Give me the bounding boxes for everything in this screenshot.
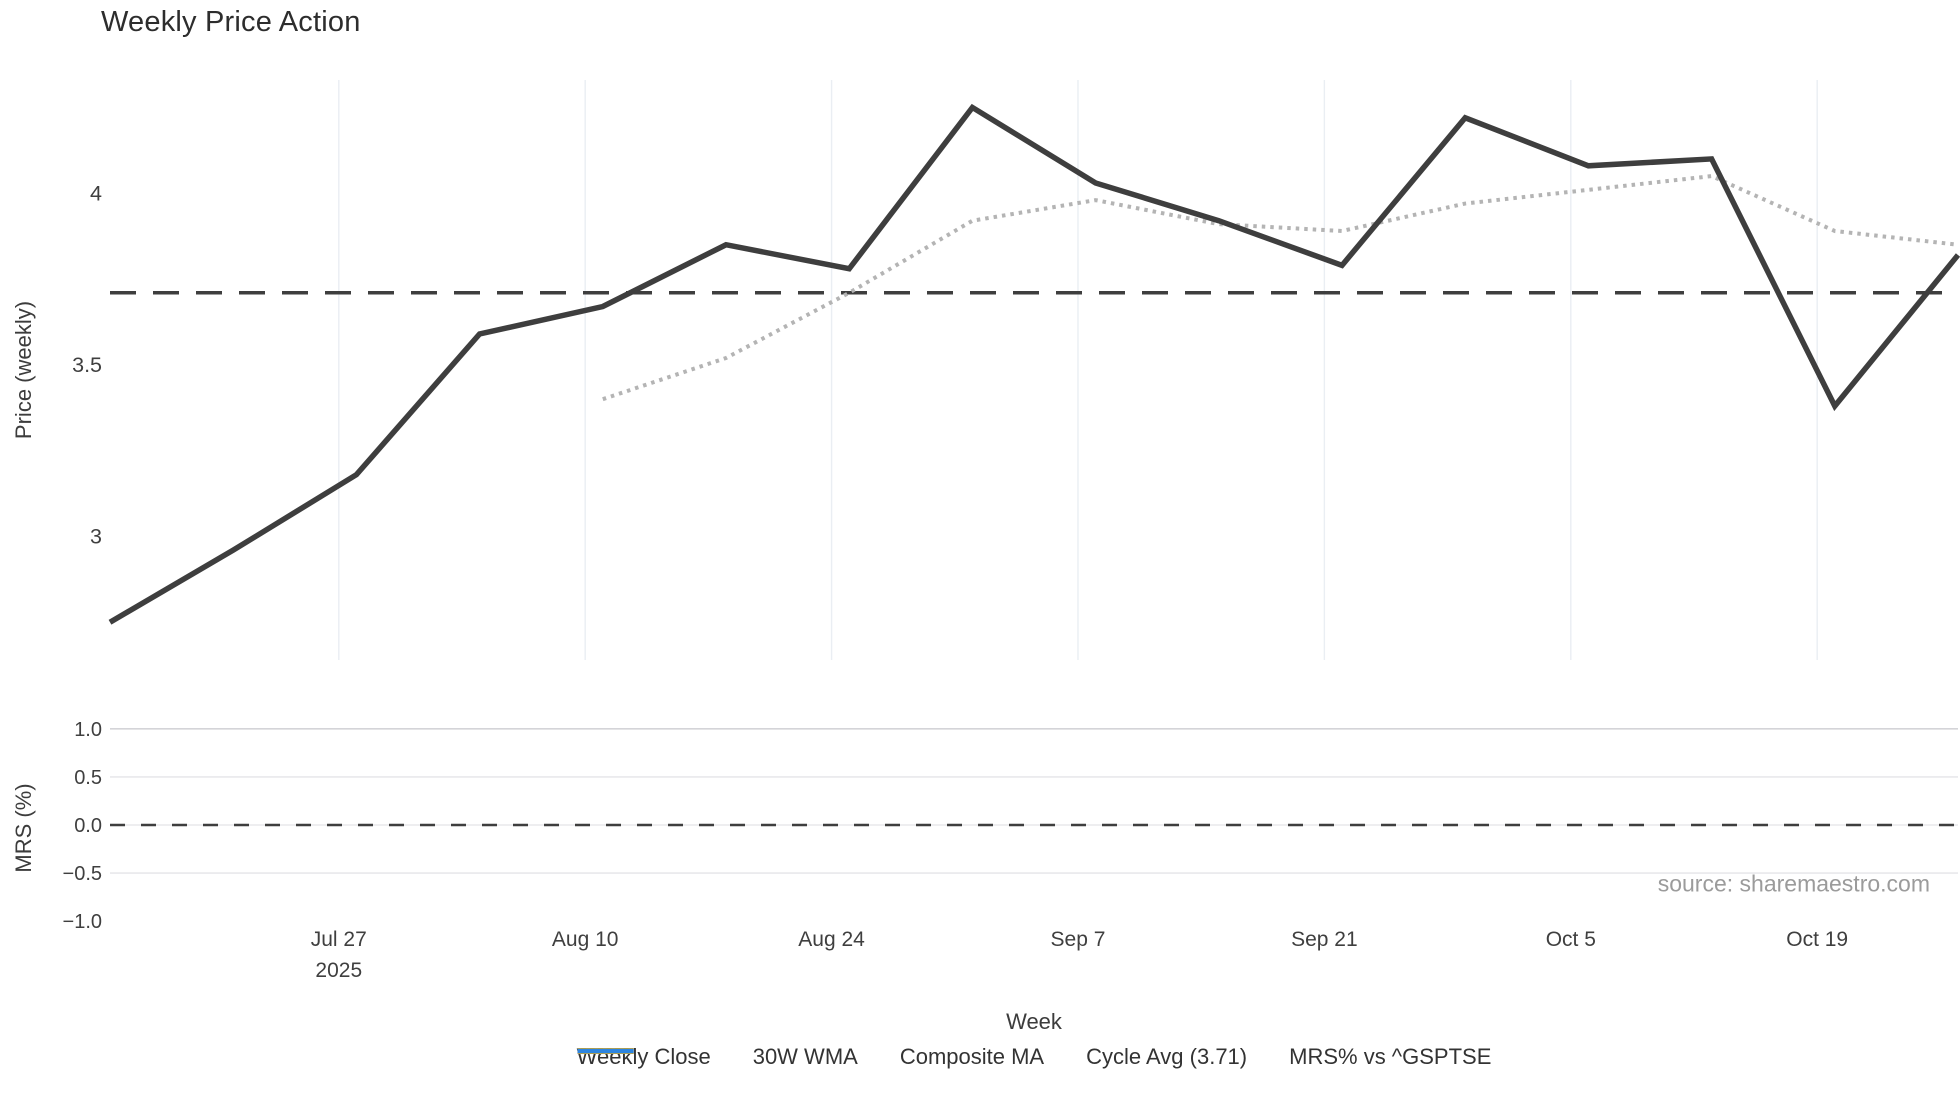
legend-label: Composite MA: [899, 1044, 1045, 1069]
composite-ma-line: [602, 174, 1959, 402]
price-tick-label: 4: [90, 181, 102, 205]
mrs-axis-title: MRS (%): [11, 783, 36, 873]
legend-label: MRS% vs ^GSPTSE: [1289, 1044, 1492, 1069]
mrs-tick-label: −1.0: [63, 911, 102, 933]
price-tick-label: 3.5: [72, 353, 102, 377]
x-tick-label: Sep 21: [1291, 928, 1358, 951]
legend-label: Cycle Avg (3.71): [1086, 1044, 1248, 1069]
weekly-close-line: [108, 103, 1960, 625]
x-tick-year-label: 2025: [315, 959, 362, 982]
x-tick-label: Aug 24: [798, 928, 865, 951]
mrs-tick-label: −0.5: [63, 863, 102, 885]
x-axis-title: Week: [1006, 1009, 1062, 1034]
price-tick-label: 3: [90, 524, 102, 548]
mrs-tick-label: 0.5: [74, 767, 102, 789]
chart-title: Weekly Price Action: [101, 6, 361, 38]
legend-item-mrs-vs-gsptse: MRS% vs ^GSPTSE: [577, 1044, 1492, 1070]
legend-swatch-solid-icon: [577, 1048, 634, 1054]
x-tick-label: Jul 27: [311, 928, 367, 951]
mrs-tick-label: 1.0: [74, 719, 102, 741]
price-axis-title: Price (weekly): [11, 300, 36, 440]
legend-item-composite-ma: Composite MA: [577, 1044, 1045, 1070]
x-tick-label: Sep 7: [1051, 928, 1106, 951]
x-tick-label: Aug 10: [552, 928, 619, 951]
mrs-tick-label: 0.0: [74, 815, 102, 837]
legend-label: 30W WMA: [752, 1044, 858, 1069]
legend-item-cycle-avg-3-71-: Cycle Avg (3.71): [577, 1044, 1248, 1070]
legend: Weekly Close 30W WMA Composite MA Cycle Avg…: [577, 1044, 1492, 1070]
legend-item-30w-wma: 30W WMA: [577, 1044, 858, 1070]
x-tick-label: Oct 19: [1786, 928, 1848, 951]
source-note: source: sharemaestro.com: [1657, 870, 1930, 897]
x-tick-label: Oct 5: [1546, 928, 1596, 951]
